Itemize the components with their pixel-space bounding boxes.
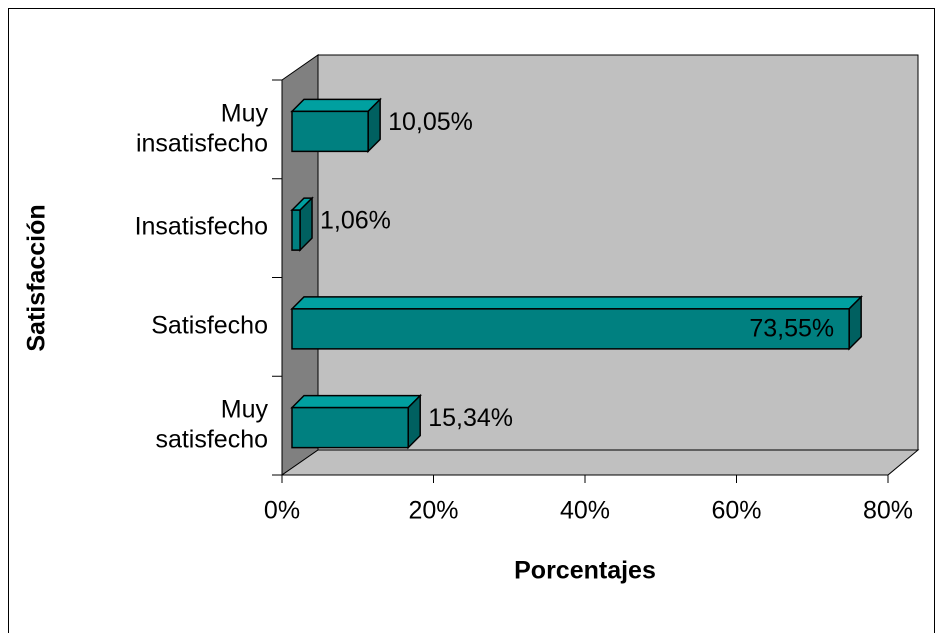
bar xyxy=(290,196,314,252)
bar-face xyxy=(291,308,850,350)
x-tick-label: 40% xyxy=(560,497,610,525)
bar-face xyxy=(291,110,369,153)
x-tick-label: 80% xyxy=(863,497,913,525)
value-label: 15,34% xyxy=(428,404,513,432)
bar-face xyxy=(290,394,423,409)
bar xyxy=(290,295,863,351)
x-tick-label: 0% xyxy=(264,497,300,525)
value-label: 10,05% xyxy=(388,108,473,136)
bar xyxy=(290,393,423,450)
y-tick-label: Muy insatisfecho xyxy=(136,99,269,157)
y-axis-title: Satisfacción xyxy=(23,204,51,351)
bar xyxy=(290,97,382,154)
value-label: 73,55% xyxy=(749,314,834,342)
bar-face xyxy=(290,98,382,113)
bar-face xyxy=(290,296,863,310)
value-label: 1,06% xyxy=(320,207,391,235)
bar-face xyxy=(291,209,301,251)
y-tick-label: Satisfecho xyxy=(151,311,268,339)
y-tick-label: Muy satisfecho xyxy=(155,395,268,453)
y-tick-label: Insatisfecho xyxy=(135,213,268,241)
x-tick-label: 20% xyxy=(408,497,458,525)
floor xyxy=(280,449,920,476)
x-tick-label: 60% xyxy=(711,497,761,525)
bar-face xyxy=(291,406,409,449)
x-axis-title: Porcentajes xyxy=(514,557,656,585)
